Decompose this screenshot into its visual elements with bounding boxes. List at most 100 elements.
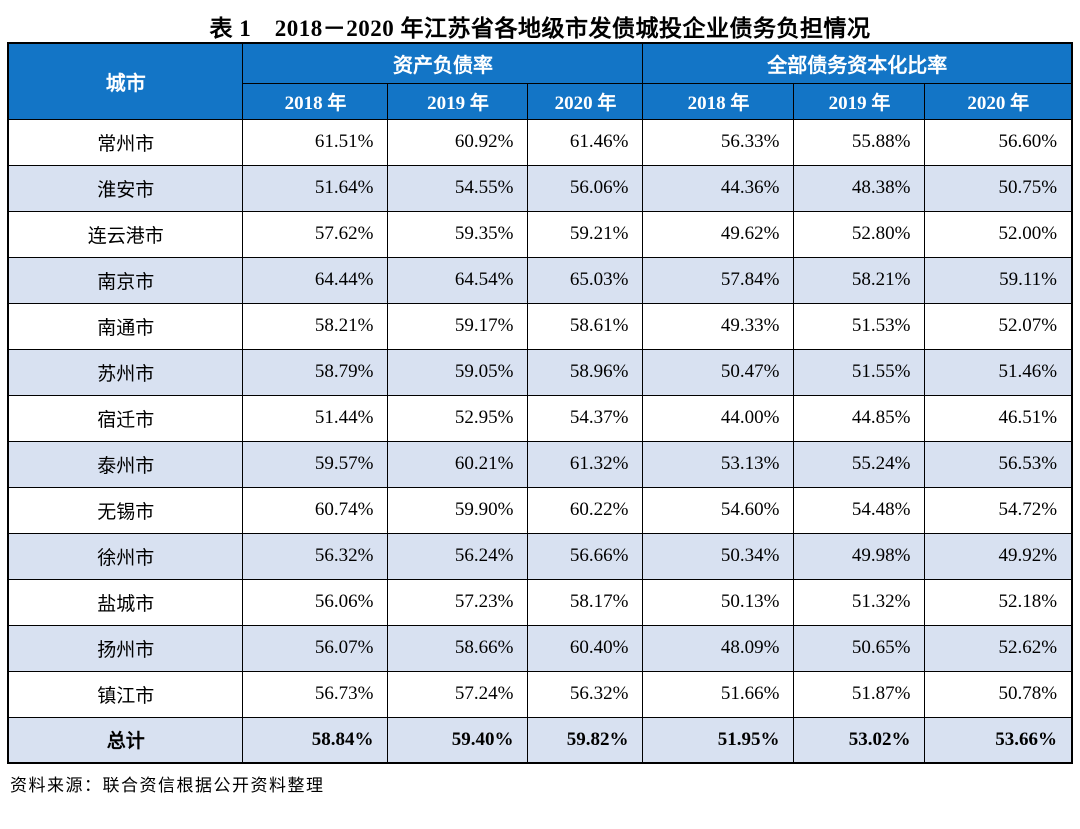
value-cell: 52.00% (924, 210, 1073, 258)
value-cell: 54.55% (387, 164, 529, 212)
value-cell: 58.96% (527, 348, 644, 396)
table-row: 常州市 61.51% 60.92% 61.46% 56.33% 55.88% 5… (7, 118, 1073, 166)
value-cell: 59.90% (387, 486, 529, 534)
value-cell: 59.21% (527, 210, 644, 258)
table-title: 表 1 2018－2020 年江苏省各地级市发债城投企业债务负担情况 (209, 16, 871, 41)
column-group-total-debt-capitalization-ratio: 全部债务资本化比率 (642, 42, 1073, 84)
value-cell: 64.44% (242, 256, 389, 304)
value-cell: 54.37% (527, 394, 644, 442)
value-cell: 56.73% (242, 670, 389, 718)
column-header-city: 城市 (7, 42, 244, 120)
value-cell: 50.75% (924, 164, 1073, 212)
debt-burden-table: 城市 资产负债率 全部债务资本化比率 2018 年 2019 年 2020 年 … (6, 42, 1074, 764)
column-header-al-2020: 2020 年 (527, 82, 644, 120)
header-group-row: 城市 资产负债率 全部债务资本化比率 (7, 42, 1073, 120)
value-cell: 49.98% (793, 532, 926, 580)
value-cell: 64.54% (387, 256, 529, 304)
table-row: 淮安市 51.64% 54.55% 56.06% 44.36% 48.38% 5… (7, 164, 1073, 212)
value-cell: 48.38% (793, 164, 926, 212)
value-cell: 59.57% (242, 440, 389, 488)
value-cell: 57.62% (242, 210, 389, 258)
table-row: 宿迁市 51.44% 52.95% 54.37% 44.00% 44.85% 4… (7, 394, 1073, 442)
value-cell: 50.78% (924, 670, 1073, 718)
value-cell: 59.05% (387, 348, 529, 396)
column-header-td-2020: 2020 年 (924, 82, 1073, 120)
value-cell: 51.87% (793, 670, 926, 718)
value-cell: 56.06% (242, 578, 389, 626)
value-cell: 56.32% (527, 670, 644, 718)
value-cell: 49.92% (924, 532, 1073, 580)
value-cell: 65.03% (527, 256, 644, 304)
value-cell: 56.60% (924, 118, 1073, 166)
value-cell: 51.32% (793, 578, 926, 626)
city-cell: 镇江市 (7, 670, 244, 718)
value-cell: 57.84% (642, 256, 795, 304)
value-cell: 56.33% (642, 118, 795, 166)
column-header-al-2019: 2019 年 (387, 82, 529, 120)
value-cell: 57.23% (387, 578, 529, 626)
value-cell: 53.66% (924, 716, 1073, 764)
value-cell: 56.32% (242, 532, 389, 580)
city-cell: 南通市 (7, 302, 244, 350)
city-cell: 南京市 (7, 256, 244, 304)
value-cell: 59.40% (387, 716, 529, 764)
value-cell: 59.82% (527, 716, 644, 764)
value-cell: 60.92% (387, 118, 529, 166)
value-cell: 56.53% (924, 440, 1073, 488)
total-label-cell: 总计 (7, 716, 244, 764)
value-cell: 60.40% (527, 624, 644, 672)
value-cell: 49.33% (642, 302, 795, 350)
value-cell: 60.74% (242, 486, 389, 534)
value-cell: 51.64% (242, 164, 389, 212)
column-header-al-2018: 2018 年 (242, 82, 389, 120)
table-body: 常州市 61.51% 60.92% 61.46% 56.33% 55.88% 5… (7, 118, 1073, 764)
city-cell: 扬州市 (7, 624, 244, 672)
value-cell: 55.24% (793, 440, 926, 488)
value-cell: 61.32% (527, 440, 644, 488)
column-header-td-2019: 2019 年 (793, 82, 926, 120)
value-cell: 54.60% (642, 486, 795, 534)
value-cell: 56.66% (527, 532, 644, 580)
value-cell: 56.24% (387, 532, 529, 580)
value-cell: 54.48% (793, 486, 926, 534)
city-cell: 宿迁市 (7, 394, 244, 442)
value-cell: 51.66% (642, 670, 795, 718)
table-row: 无锡市 60.74% 59.90% 60.22% 54.60% 54.48% 5… (7, 486, 1073, 534)
city-cell: 盐城市 (7, 578, 244, 626)
value-cell: 56.07% (242, 624, 389, 672)
column-group-asset-liability-ratio: 资产负债率 (242, 42, 644, 84)
table-row: 泰州市 59.57% 60.21% 61.32% 53.13% 55.24% 5… (7, 440, 1073, 488)
table-row: 苏州市 58.79% 59.05% 58.96% 50.47% 51.55% 5… (7, 348, 1073, 396)
city-cell: 无锡市 (7, 486, 244, 534)
value-cell: 57.24% (387, 670, 529, 718)
value-cell: 50.47% (642, 348, 795, 396)
value-cell: 50.34% (642, 532, 795, 580)
value-cell: 51.55% (793, 348, 926, 396)
value-cell: 50.13% (642, 578, 795, 626)
city-cell: 泰州市 (7, 440, 244, 488)
value-cell: 51.46% (924, 348, 1073, 396)
city-cell: 连云港市 (7, 210, 244, 258)
value-cell: 52.95% (387, 394, 529, 442)
value-cell: 60.21% (387, 440, 529, 488)
value-cell: 58.21% (793, 256, 926, 304)
table-row: 扬州市 56.07% 58.66% 60.40% 48.09% 50.65% 5… (7, 624, 1073, 672)
value-cell: 59.17% (387, 302, 529, 350)
value-cell: 58.66% (387, 624, 529, 672)
value-cell: 52.07% (924, 302, 1073, 350)
value-cell: 52.80% (793, 210, 926, 258)
value-cell: 61.51% (242, 118, 389, 166)
data-source-note: 资料来源：联合资信根据公开资料整理 (10, 776, 325, 795)
value-cell: 51.53% (793, 302, 926, 350)
city-cell: 淮安市 (7, 164, 244, 212)
value-cell: 59.11% (924, 256, 1073, 304)
table-row: 南京市 64.44% 64.54% 65.03% 57.84% 58.21% 5… (7, 256, 1073, 304)
value-cell: 50.65% (793, 624, 926, 672)
table-row: 徐州市 56.32% 56.24% 56.66% 50.34% 49.98% 4… (7, 532, 1073, 580)
city-cell: 苏州市 (7, 348, 244, 396)
value-cell: 58.84% (242, 716, 389, 764)
value-cell: 58.21% (242, 302, 389, 350)
value-cell: 52.18% (924, 578, 1073, 626)
value-cell: 58.17% (527, 578, 644, 626)
